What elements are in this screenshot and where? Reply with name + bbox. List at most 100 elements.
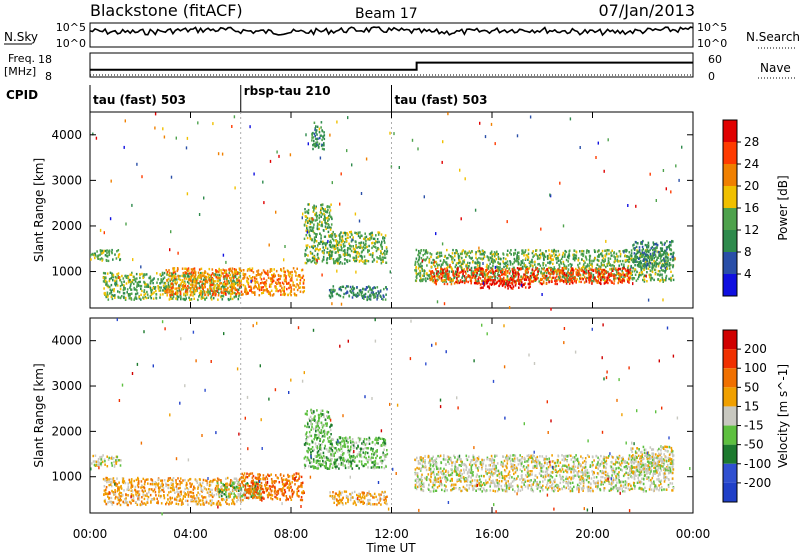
- scatter-cell: [367, 249, 369, 251]
- scatter-cell: [283, 267, 285, 269]
- scatter-cell: [269, 271, 271, 273]
- scatter-cell: [556, 283, 558, 285]
- scatter-cell: [176, 287, 178, 289]
- scatter-cell: [290, 153, 291, 156]
- scatter-cell: [132, 279, 134, 281]
- scatter-cell: [659, 254, 661, 256]
- scatter-cell: [478, 247, 479, 250]
- scatter-cell: [204, 298, 206, 300]
- scatter-cell: [564, 273, 566, 275]
- scatter-cell: [603, 273, 605, 275]
- scatter-cell: [488, 259, 490, 261]
- scatter-cell: [252, 267, 254, 269]
- scatter-cell: [548, 249, 550, 251]
- scatter-cell: [225, 261, 226, 264]
- scatter-cell: [284, 271, 286, 273]
- scatter-cell: [650, 173, 651, 176]
- scatter-cell: [141, 496, 143, 498]
- scatter-cell: [219, 277, 221, 279]
- scatter-cell: [199, 285, 201, 287]
- scatter-cell: [564, 254, 566, 256]
- scatter-cell: [511, 282, 513, 284]
- scatter-cell: [618, 265, 620, 267]
- scatter-cell: [178, 275, 180, 277]
- scatter-cell: [464, 268, 466, 270]
- scatter-cell: [123, 281, 125, 283]
- scatter-cell: [314, 245, 316, 247]
- scatter-cell: [130, 487, 132, 489]
- scatter-cell: [412, 139, 413, 142]
- scatter-cell: [537, 267, 539, 269]
- scatter-cell: [139, 274, 141, 276]
- scatter-cell: [228, 488, 230, 490]
- scatter-cell: [363, 238, 365, 240]
- scatter-cell: [482, 287, 484, 289]
- scatter-cell: [339, 249, 341, 251]
- scatter-cell: [541, 267, 543, 269]
- scatter-cell: [625, 249, 627, 251]
- scatter-cell: [115, 496, 117, 498]
- scatter-cell: [233, 277, 235, 279]
- scatter-cell: [105, 280, 107, 282]
- scatter-cell: [322, 203, 324, 205]
- scatter-cell: [543, 259, 545, 261]
- scatter-cell: [382, 236, 384, 238]
- scatter-cell: [350, 231, 352, 233]
- scatter-cell: [433, 264, 435, 266]
- scatter-cell: [509, 267, 511, 269]
- scatter-cell: [420, 252, 422, 254]
- scatter-cell: [164, 272, 166, 274]
- scatter-cell: [199, 280, 201, 282]
- scatter-cell: [655, 243, 657, 245]
- scatter-cell: [364, 247, 366, 249]
- scatter-cell: [100, 463, 102, 465]
- scatter-cell: [498, 256, 500, 258]
- station-title: Blackstone (fitACF): [90, 1, 243, 20]
- scatter-cell: [375, 246, 377, 248]
- scatter-cell: [330, 289, 332, 291]
- scatter-cell: [283, 288, 285, 290]
- scatter-cell: [315, 138, 317, 140]
- scatter-cell: [602, 264, 604, 266]
- scatter-cell: [207, 291, 209, 293]
- scatter-cell: [494, 279, 496, 281]
- scatter-cell: [221, 295, 223, 297]
- scatter-cell: [259, 294, 261, 296]
- scatter-cell: [104, 460, 106, 462]
- scatter-cell: [118, 296, 120, 298]
- scatter-cell: [145, 293, 147, 295]
- scatter-cell: [167, 480, 169, 482]
- scatter-cell: [442, 140, 443, 143]
- scatter-cell: [590, 279, 592, 281]
- scatter-cell: [430, 271, 432, 273]
- scatter-cell: [344, 241, 346, 243]
- scatter-cell: [140, 294, 142, 296]
- scatter-cell: [140, 288, 142, 290]
- scatter-cell: [497, 253, 499, 255]
- scatter-cell: [542, 278, 544, 280]
- scatter-cell: [315, 207, 317, 209]
- scatter-cell: [456, 252, 458, 254]
- scatter-cell: [256, 278, 258, 280]
- scatter-cell: [560, 279, 562, 281]
- scatter-cell: [604, 280, 606, 282]
- scatter-cell: [207, 288, 209, 290]
- scatter-cell: [656, 259, 658, 261]
- scatter-cell: [580, 146, 581, 149]
- scatter-cell: [490, 257, 492, 259]
- scatter-cell: [500, 270, 502, 272]
- scatter-cell: [628, 281, 630, 283]
- scatter-cell: [437, 256, 439, 258]
- scatter-cell: [613, 255, 615, 257]
- scatter-cell: [231, 502, 233, 504]
- scatter-cell: [130, 288, 132, 290]
- scatter-cell: [415, 279, 417, 281]
- scatter-cell: [320, 204, 322, 206]
- scatter-cell: [588, 265, 590, 267]
- scatter-cell: [588, 250, 590, 252]
- scatter-cell: [205, 496, 207, 498]
- scatter-cell: [254, 277, 256, 279]
- scatter-cell: [146, 297, 148, 299]
- scatter-cell: [284, 279, 286, 281]
- scatter-cell: [135, 296, 137, 298]
